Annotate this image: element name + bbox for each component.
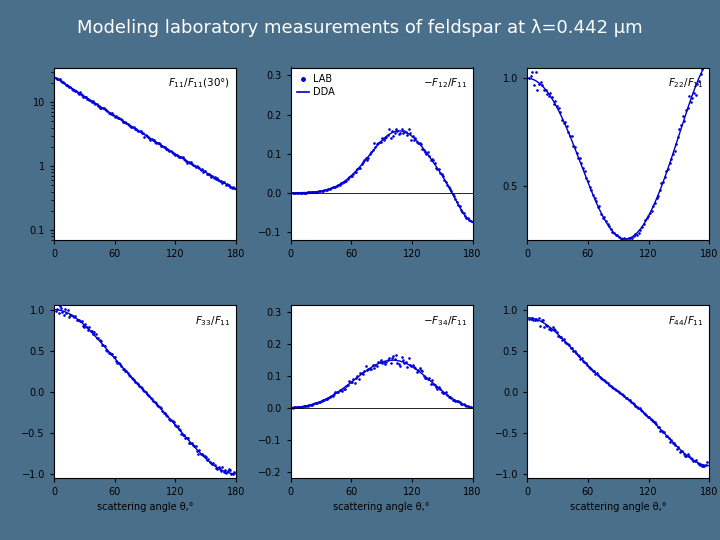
Text: $-F_{12}/F_{11}$: $-F_{12}/F_{11}$ xyxy=(423,76,467,90)
Text: $F_{11}/F_{11}(30°)$: $F_{11}/F_{11}(30°)$ xyxy=(168,76,230,90)
X-axis label: scattering angle θ,°: scattering angle θ,° xyxy=(96,503,193,512)
Legend: LAB, DDA: LAB, DDA xyxy=(295,72,337,99)
Text: Modeling laboratory measurements of feldspar at λ=0.442 μm: Modeling laboratory measurements of feld… xyxy=(77,19,643,37)
Text: $F_{22}/F_{11}$: $F_{22}/F_{11}$ xyxy=(668,76,703,90)
X-axis label: scattering angle θ,°: scattering angle θ,° xyxy=(570,503,667,512)
Text: $F_{44}/F_{11}$: $F_{44}/F_{11}$ xyxy=(668,314,703,328)
Text: $-F_{34}/F_{11}$: $-F_{34}/F_{11}$ xyxy=(423,314,467,328)
X-axis label: scattering angle θ,°: scattering angle θ,° xyxy=(333,503,430,512)
Text: $F_{33}/F_{11}$: $F_{33}/F_{11}$ xyxy=(195,314,230,328)
